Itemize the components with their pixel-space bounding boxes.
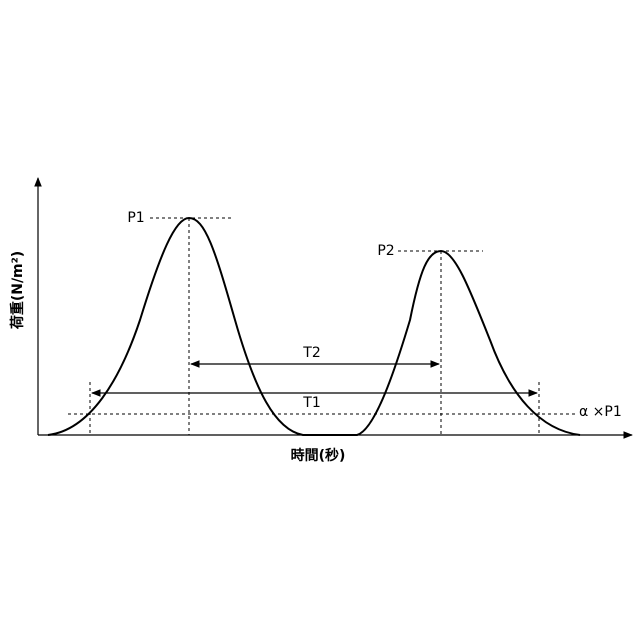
x-axis-label: 時間(秒) bbox=[291, 447, 346, 464]
p2-label: P2 bbox=[377, 243, 394, 259]
t2-label: T2 bbox=[302, 345, 320, 361]
y-axis-label: 荷重(N/m²) bbox=[9, 251, 26, 330]
t1-label: T1 bbox=[302, 395, 320, 411]
alpha-label: α ×P1 bbox=[579, 404, 622, 420]
diagram: P1 P2 T2 T1 α ×P1 時間(秒) 荷重(N/m²) bbox=[0, 0, 640, 640]
p1-label: P1 bbox=[127, 210, 144, 226]
